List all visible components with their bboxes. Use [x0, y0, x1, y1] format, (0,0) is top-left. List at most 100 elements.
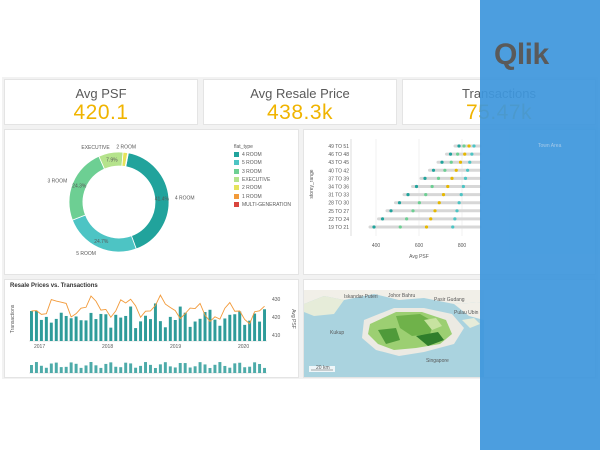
range-point[interactable] [437, 201, 441, 205]
range-point[interactable] [423, 176, 427, 180]
navigator-bar[interactable] [34, 362, 38, 373]
range-point[interactable] [429, 217, 433, 221]
navigator-bar[interactable] [134, 367, 138, 373]
transaction-bar[interactable] [44, 316, 48, 341]
range-point[interactable] [467, 144, 471, 148]
transaction-bar[interactable] [243, 324, 247, 341]
navigator-bar[interactable] [44, 367, 48, 373]
navigator-bar[interactable] [158, 364, 162, 373]
navigator-bar[interactable] [104, 363, 108, 373]
range-point[interactable] [453, 217, 457, 221]
range-point[interactable] [448, 152, 453, 156]
range-point[interactable] [405, 217, 409, 221]
range-point[interactable] [424, 225, 429, 229]
navigator-bar[interactable] [89, 362, 93, 373]
navigator-bar[interactable] [233, 363, 237, 373]
navigator-bar[interactable] [94, 365, 98, 373]
navigator-bar[interactable] [59, 367, 63, 373]
legend-item[interactable]: 4 ROOM [234, 152, 262, 159]
donut-chart-panel[interactable] [4, 129, 299, 275]
transaction-bar[interactable] [258, 321, 262, 341]
transaction-bar[interactable] [69, 318, 73, 341]
transaction-bar[interactable] [74, 316, 78, 341]
navigator-bar[interactable] [114, 366, 118, 373]
transaction-bar[interactable] [119, 317, 123, 341]
legend-item[interactable]: MULTI-GENERATION [234, 201, 291, 209]
range-point[interactable] [443, 168, 447, 172]
transaction-bar[interactable] [149, 319, 152, 341]
transaction-bar[interactable] [248, 320, 252, 341]
range-point[interactable] [417, 201, 421, 205]
transaction-bar[interactable] [213, 319, 217, 341]
transaction-bar[interactable] [99, 313, 103, 341]
transaction-bar[interactable] [198, 318, 202, 341]
transaction-bar[interactable] [253, 313, 257, 341]
transaction-bar[interactable] [188, 326, 192, 341]
range-point[interactable] [472, 144, 476, 148]
navigator-bar[interactable] [173, 367, 177, 373]
range-point[interactable] [461, 184, 465, 189]
navigator-bar[interactable] [213, 364, 217, 373]
navigator-bar[interactable] [153, 367, 157, 373]
transaction-bar[interactable] [173, 319, 177, 341]
range-point[interactable] [470, 152, 474, 156]
navigator-bar[interactable] [193, 366, 197, 373]
transaction-bar[interactable] [134, 328, 138, 341]
kpi-avg-resale-price[interactable]: Avg Resale Price 438.3k [203, 79, 397, 125]
navigator-bar[interactable] [168, 366, 172, 373]
navigator-bar[interactable] [163, 362, 167, 373]
range-point[interactable] [454, 168, 458, 172]
legend-item[interactable]: 1 ROOM [234, 193, 262, 201]
transaction-bar[interactable] [223, 318, 227, 341]
legend-item[interactable]: EXECUTIVE [234, 176, 270, 184]
transaction-bar[interactable] [114, 314, 118, 341]
transaction-bar[interactable] [79, 320, 83, 341]
donut-slice[interactable] [125, 152, 129, 168]
transaction-bar[interactable] [233, 314, 237, 341]
navigator-bar[interactable] [263, 367, 266, 373]
legend-item[interactable]: 5 ROOM [234, 160, 262, 167]
navigator-bar[interactable] [30, 365, 33, 373]
transaction-bar[interactable] [193, 321, 197, 341]
transaction-bar[interactable] [208, 309, 212, 341]
navigator-bar[interactable] [54, 362, 58, 373]
transaction-bar[interactable] [59, 312, 63, 341]
range-point[interactable] [446, 184, 450, 189]
navigator-bar[interactable] [149, 364, 152, 373]
range-point[interactable] [468, 160, 472, 164]
transaction-bar[interactable] [153, 303, 157, 341]
transaction-bar[interactable] [163, 327, 167, 341]
range-point[interactable] [457, 201, 461, 205]
navigator-bar[interactable] [119, 367, 123, 373]
donut-chart[interactable]: 41.4% 4 ROOM 24.7% 5 ROOM 24.3% 3 ROOM 7.9% EXE… [4, 129, 234, 275]
navigator-bar[interactable] [203, 364, 207, 373]
legend-item[interactable]: 3 ROOM [234, 168, 262, 176]
range-point[interactable] [406, 193, 410, 197]
range-point[interactable] [397, 201, 402, 205]
transaction-bar[interactable] [139, 321, 143, 341]
transaction-bar[interactable] [144, 315, 147, 341]
range-point[interactable] [380, 217, 385, 221]
donut-slice[interactable] [71, 214, 137, 253]
navigator-bar[interactable] [208, 367, 212, 373]
transaction-bar[interactable] [203, 312, 207, 341]
navigator-bar[interactable] [79, 367, 83, 373]
transaction-bar[interactable] [124, 315, 128, 341]
range-point[interactable] [466, 168, 470, 172]
navigator-bar[interactable] [39, 365, 43, 373]
transaction-bar[interactable] [158, 321, 162, 341]
transaction-bar[interactable] [168, 316, 172, 341]
transaction-bar[interactable] [84, 320, 88, 341]
range-point[interactable] [431, 168, 436, 172]
transaction-bar[interactable] [183, 312, 187, 341]
navigator-bar[interactable] [223, 365, 227, 373]
transaction-bar[interactable] [104, 314, 108, 341]
range-point[interactable] [459, 193, 463, 197]
navigator-bar[interactable] [218, 362, 222, 373]
range-point[interactable] [455, 209, 459, 213]
navigator-bar[interactable] [253, 362, 257, 373]
navigator-bar[interactable] [258, 364, 262, 373]
navigator-bar[interactable] [178, 362, 182, 373]
transaction-bar[interactable] [228, 314, 232, 341]
range-point[interactable] [456, 152, 460, 156]
